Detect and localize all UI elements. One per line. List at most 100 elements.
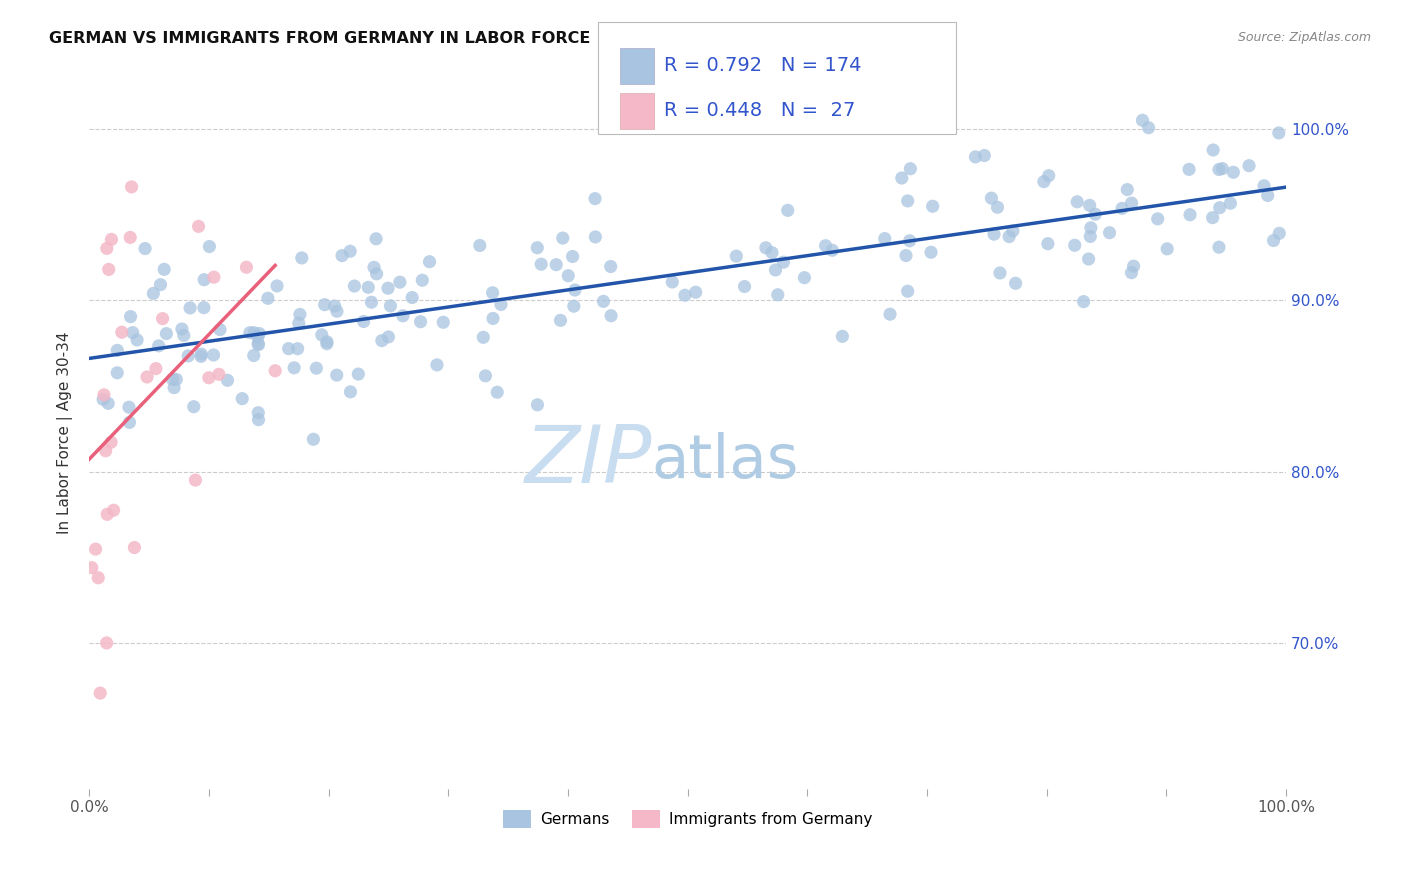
Point bbox=[1209, 201, 1232, 215]
Point bbox=[366, 267, 388, 281]
Point bbox=[766, 287, 789, 301]
Point bbox=[94, 443, 117, 458]
Point bbox=[661, 275, 683, 289]
Point bbox=[897, 284, 920, 298]
Point bbox=[1121, 266, 1143, 280]
Point bbox=[890, 171, 912, 186]
Point bbox=[111, 325, 134, 339]
Point bbox=[685, 285, 707, 300]
Point bbox=[1178, 162, 1201, 177]
Y-axis label: In Labor Force | Age 30-34: In Labor Force | Age 30-34 bbox=[58, 332, 73, 534]
Point bbox=[1268, 227, 1291, 241]
Point bbox=[583, 192, 606, 206]
Point bbox=[489, 297, 512, 311]
Point bbox=[725, 249, 748, 263]
Point bbox=[93, 388, 115, 402]
Point bbox=[426, 358, 449, 372]
Point bbox=[170, 322, 193, 336]
Point bbox=[208, 323, 231, 337]
Point bbox=[1036, 236, 1059, 251]
Point bbox=[96, 241, 118, 255]
Point bbox=[202, 270, 225, 285]
Point bbox=[165, 372, 187, 386]
Point bbox=[142, 286, 165, 301]
Point bbox=[1084, 207, 1107, 221]
Point bbox=[388, 275, 411, 289]
Point bbox=[198, 239, 221, 253]
Point bbox=[1077, 252, 1099, 266]
Point bbox=[765, 263, 787, 277]
Point bbox=[120, 310, 142, 324]
Point bbox=[392, 309, 415, 323]
Point bbox=[330, 249, 353, 263]
Point bbox=[202, 348, 225, 362]
Point bbox=[91, 392, 114, 407]
Point bbox=[316, 334, 339, 349]
Point bbox=[673, 288, 696, 302]
Point bbox=[315, 336, 337, 351]
Point bbox=[302, 432, 325, 446]
Point bbox=[103, 503, 125, 517]
Point bbox=[472, 330, 495, 344]
Point bbox=[898, 234, 921, 248]
Point bbox=[152, 311, 174, 326]
Point bbox=[550, 313, 572, 327]
Point bbox=[401, 291, 423, 305]
Point bbox=[897, 194, 920, 208]
Point bbox=[1111, 202, 1133, 216]
Point bbox=[105, 343, 128, 358]
Point bbox=[561, 250, 583, 264]
Point bbox=[898, 161, 921, 176]
Text: GERMAN VS IMMIGRANTS FROM GERMANY IN LABOR FORCE | AGE 30-34 CORRELATION CHART: GERMAN VS IMMIGRANTS FROM GERMANY IN LAB… bbox=[49, 31, 898, 47]
Point bbox=[965, 150, 987, 164]
Point bbox=[1146, 211, 1168, 226]
Point bbox=[190, 347, 212, 361]
Point bbox=[162, 372, 184, 386]
Point bbox=[247, 326, 270, 341]
Point bbox=[217, 373, 239, 387]
Point bbox=[363, 260, 385, 275]
Point bbox=[89, 686, 111, 700]
Point bbox=[377, 330, 399, 344]
Point bbox=[1219, 196, 1241, 211]
Text: Source: ZipAtlas.com: Source: ZipAtlas.com bbox=[1237, 31, 1371, 45]
Point bbox=[287, 342, 309, 356]
Point bbox=[283, 360, 305, 375]
Point bbox=[1032, 175, 1054, 189]
Point bbox=[208, 368, 231, 382]
Point bbox=[583, 230, 606, 244]
Point bbox=[599, 260, 621, 274]
Point bbox=[1211, 161, 1233, 176]
Point bbox=[120, 230, 142, 244]
Point bbox=[1253, 178, 1275, 193]
Point bbox=[371, 334, 394, 348]
Point bbox=[134, 242, 156, 256]
Point bbox=[980, 191, 1002, 205]
Point bbox=[377, 281, 399, 295]
Point bbox=[184, 473, 207, 487]
Point bbox=[1137, 120, 1160, 135]
Point bbox=[1004, 277, 1026, 291]
Point bbox=[266, 279, 288, 293]
Point bbox=[149, 277, 172, 292]
Point bbox=[257, 291, 280, 305]
Point bbox=[821, 244, 844, 258]
Point bbox=[1268, 126, 1291, 140]
Point bbox=[84, 542, 107, 557]
Point bbox=[482, 311, 505, 326]
Point bbox=[153, 262, 176, 277]
Point bbox=[105, 366, 128, 380]
Point bbox=[187, 219, 209, 234]
Point bbox=[380, 299, 402, 313]
Point bbox=[124, 541, 146, 555]
Text: atlas: atlas bbox=[651, 432, 799, 491]
Point bbox=[190, 350, 212, 364]
Point bbox=[96, 508, 118, 522]
Point bbox=[163, 381, 186, 395]
Point bbox=[239, 326, 262, 340]
Point bbox=[173, 328, 195, 343]
Point bbox=[409, 315, 432, 329]
Point bbox=[1178, 208, 1201, 222]
Point bbox=[1263, 234, 1285, 248]
Point bbox=[873, 232, 896, 246]
